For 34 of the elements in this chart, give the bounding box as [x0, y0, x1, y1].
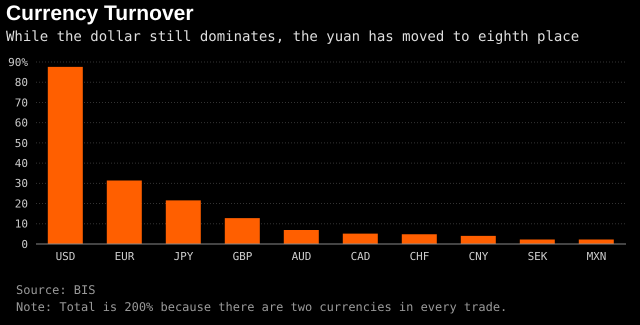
y-tick-label: 80	[14, 76, 28, 90]
text: Note: Total is 200% because there are two currencies in every trade.	[16, 300, 508, 314]
x-tick-label: GBP	[232, 250, 253, 263]
y-tick-label: 10	[14, 218, 28, 231]
x-tick-label: SEK	[528, 250, 548, 263]
x-tick-label: USD	[56, 250, 76, 263]
bar	[402, 234, 437, 244]
y-tick-label: 60	[14, 116, 28, 130]
y-tick-label: 0	[21, 238, 28, 251]
bar	[460, 236, 496, 244]
bar	[578, 240, 614, 244]
bar	[106, 180, 142, 244]
chart-subtitle: While the dollar still dominates, the yuan has moved to eighth place	[6, 29, 580, 45]
bar	[166, 200, 201, 244]
bar	[284, 230, 319, 244]
x-tick-label: JPY	[174, 250, 194, 263]
y-tick-label: 40	[14, 157, 28, 170]
bar	[342, 234, 378, 244]
source-note: Source: BIS	[16, 283, 96, 297]
bar	[224, 218, 260, 244]
bar	[48, 66, 83, 244]
x-tick-label: MXN	[586, 250, 606, 263]
x-tick-label: CAD	[350, 250, 370, 263]
x-tick-label: EUR	[114, 250, 135, 263]
x-tick-label: CHF	[410, 250, 430, 263]
y-tick-label: 50	[14, 136, 28, 150]
chart-title: Currency Turnover	[6, 2, 194, 26]
y-tick-label: 70	[14, 96, 28, 110]
y-tick-label: 90%	[8, 56, 28, 69]
y-tick-label: 20	[14, 197, 28, 210]
x-tick-label: CNY	[468, 250, 489, 263]
x-tick-label: AUD	[292, 250, 312, 263]
bar	[520, 240, 555, 244]
y-tick-label: 30	[14, 177, 28, 190]
